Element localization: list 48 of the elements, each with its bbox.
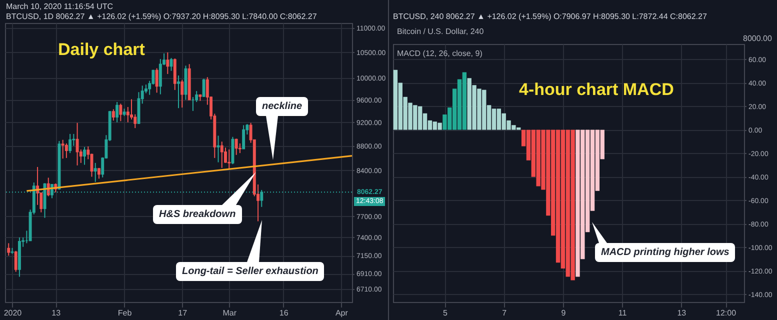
annotation: MACD printing higher lows: [601, 247, 730, 258]
text: 8000.00: [743, 34, 772, 43]
text: 4-hour chart MACD: [519, 80, 674, 100]
candlestick: [61, 139, 64, 160]
candlestick: [64, 142, 68, 158]
x-tick-label: 7: [502, 308, 508, 318]
candlestick: [68, 133, 72, 154]
text: March 10, 2020 11:16:54 UTC: [6, 2, 114, 11]
candlestick: [228, 148, 231, 170]
x-tick-label: Apr: [335, 308, 348, 318]
x-tick-label: 17: [178, 308, 188, 318]
candlestick: [242, 124, 246, 150]
candlestick: [234, 138, 238, 156]
text: Bitcoin / U.S. Dollar, 240: [397, 27, 484, 36]
candlestick: [220, 141, 224, 168]
chart-subtitle: BTCUSD, 1D 8062.27 ▲ +126.02 (+1.59%) O:7937.20 H:8095.30 L:7840.00 C:8062.27: [6, 12, 317, 21]
candlestick: [155, 68, 158, 94]
candlestick: [231, 136, 234, 165]
candlestick: [170, 57, 173, 72]
candlestick: [166, 52, 170, 74]
x-tick-label: 11: [618, 308, 628, 318]
x-tick-label: 2020: [4, 308, 22, 318]
candlestick: [94, 162, 97, 182]
text: Daily chart: [58, 40, 145, 60]
annotation: Long-tail = Seller exhaustion: [182, 266, 318, 277]
candlestick: [116, 102, 119, 123]
x-tick-label: 9: [561, 308, 566, 318]
candlestick: [76, 122, 79, 166]
x-tick-label: Feb: [118, 308, 132, 318]
x-tick-label: 5: [443, 308, 448, 318]
candlestick: [202, 78, 206, 98]
x-tick-label: 13: [52, 308, 62, 318]
annotation: H&S breakdown: [159, 209, 236, 220]
candlestick: [7, 242, 10, 256]
candlestick: [14, 250, 18, 272]
x-tick-label: Mar: [222, 308, 237, 318]
candlestick: [177, 75, 180, 109]
annotation: MACD (12, 26, close, 9): [397, 49, 482, 58]
candlestick: [83, 146, 86, 166]
candlestick: [119, 103, 122, 122]
candlestick: [216, 135, 220, 163]
x-tick-label: 16: [279, 308, 289, 318]
x-tick-label: 13: [677, 308, 687, 318]
annotation: neckline: [262, 101, 302, 112]
chart-subtitle: BTCUSD, 240 8062.27 ▲ +126.02 (+1.59%) O:7906.97 H:8095.30 L:7872.44 C:8062.27: [393, 12, 707, 21]
x-tick-label: 12:00: [716, 308, 737, 318]
candlestick: [180, 79, 184, 108]
candlestick: [112, 108, 115, 122]
